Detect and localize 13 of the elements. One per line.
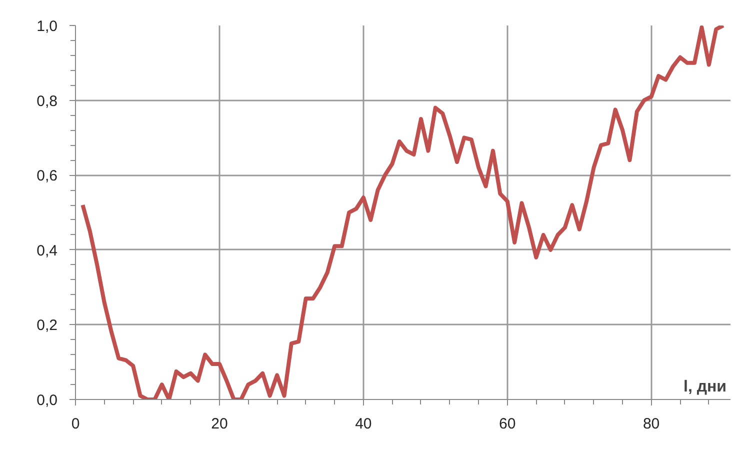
y-tick-label: 0,8 [36,92,58,110]
x-tick-label: 80 [642,416,660,432]
y-tick-label: 0,2 [36,317,58,334]
x-tick-label: 60 [499,416,516,432]
x-tick-label: 0 [71,416,80,432]
y-tick-label: 0,6 [36,168,58,185]
x-tick-label: 40 [355,416,372,432]
y-tick-label: 0,0 [36,392,58,409]
line-series [80,26,726,400]
y-tick-label: 1,0 [36,18,58,35]
x-tick-label: 20 [211,416,228,432]
y-tick-label: 0,4 [36,242,58,260]
x-axis-title: l, дни [684,378,727,396]
